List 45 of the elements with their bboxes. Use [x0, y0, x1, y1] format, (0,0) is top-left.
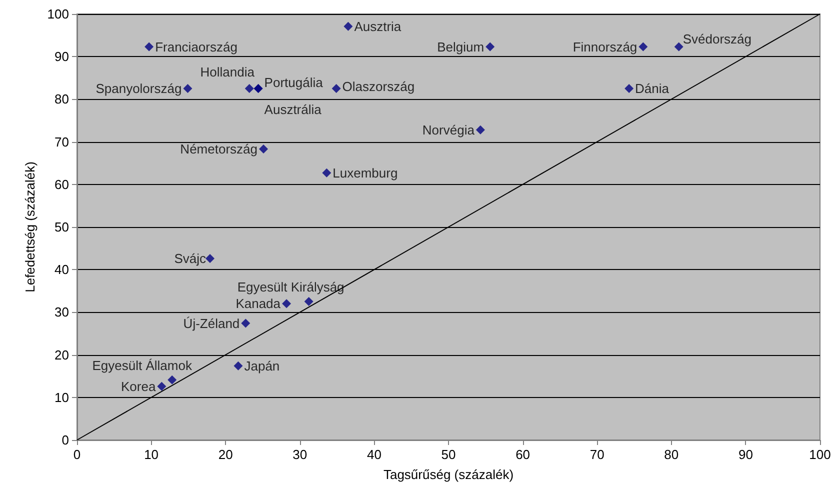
x-tick-label: 70 — [590, 447, 604, 462]
y-tick-label: 100 — [47, 6, 69, 22]
annotation: Svédország — [682, 31, 752, 46]
annotation: Franciaország — [155, 39, 238, 54]
annotation: Norvégia — [422, 122, 476, 138]
y-tick-label: 0 — [62, 432, 69, 448]
x-axis-title: Tagsűrűség (százalék) — [383, 467, 514, 482]
annotation: Ausztria — [354, 18, 402, 34]
y-tick-label: 40 — [54, 262, 69, 278]
x-tick-label: 30 — [292, 447, 308, 462]
annotation: Egyesült Királyság — [237, 280, 344, 295]
x-tick-label: 10 — [144, 447, 159, 462]
x-tick-label: 40 — [366, 447, 382, 462]
y-tick-label: 20 — [54, 347, 69, 362]
x-tick-label: 60 — [516, 447, 530, 462]
y-tick-label: 60 — [54, 176, 69, 192]
annotation: Egyesült Államok — [92, 358, 192, 373]
annotation: Finnország — [572, 39, 638, 54]
x-tick-label: 50 — [441, 447, 456, 462]
annotation: Svájc — [174, 251, 206, 266]
annotation: Dánia — [635, 81, 670, 96]
annotation: Spanyolország — [96, 81, 182, 96]
annotation: Korea — [121, 378, 156, 394]
x-tick-label: 20 — [218, 447, 233, 462]
annotation: Belgium — [437, 39, 484, 54]
x-tick-label: 100 — [809, 447, 831, 462]
annotation: Portugália — [264, 75, 324, 90]
x-tick-label: 90 — [738, 447, 753, 462]
y-tick-label: 90 — [54, 49, 69, 64]
y-axis-title: Lefedettség (százalék) — [22, 162, 38, 292]
annotation: Németország — [180, 142, 258, 157]
annotation: Japán — [244, 358, 280, 374]
y-tick-label: 80 — [54, 92, 69, 107]
y-tick-label: 50 — [54, 220, 69, 234]
x-tick-label: 0 — [73, 447, 81, 462]
y-tick-label: 10 — [54, 390, 69, 405]
annotation: Új-Zéland — [183, 316, 240, 331]
annotation: Ausztrália — [264, 102, 322, 118]
annotation: Luxemburg — [332, 165, 398, 180]
y-tick-label: 30 — [54, 304, 69, 320]
annotation: Olaszország — [342, 79, 415, 94]
annotation: Kanada — [236, 296, 282, 312]
x-tick-label: 80 — [664, 447, 679, 462]
annotation: Hollandia — [200, 64, 256, 80]
y-tick-label: 70 — [54, 134, 69, 150]
